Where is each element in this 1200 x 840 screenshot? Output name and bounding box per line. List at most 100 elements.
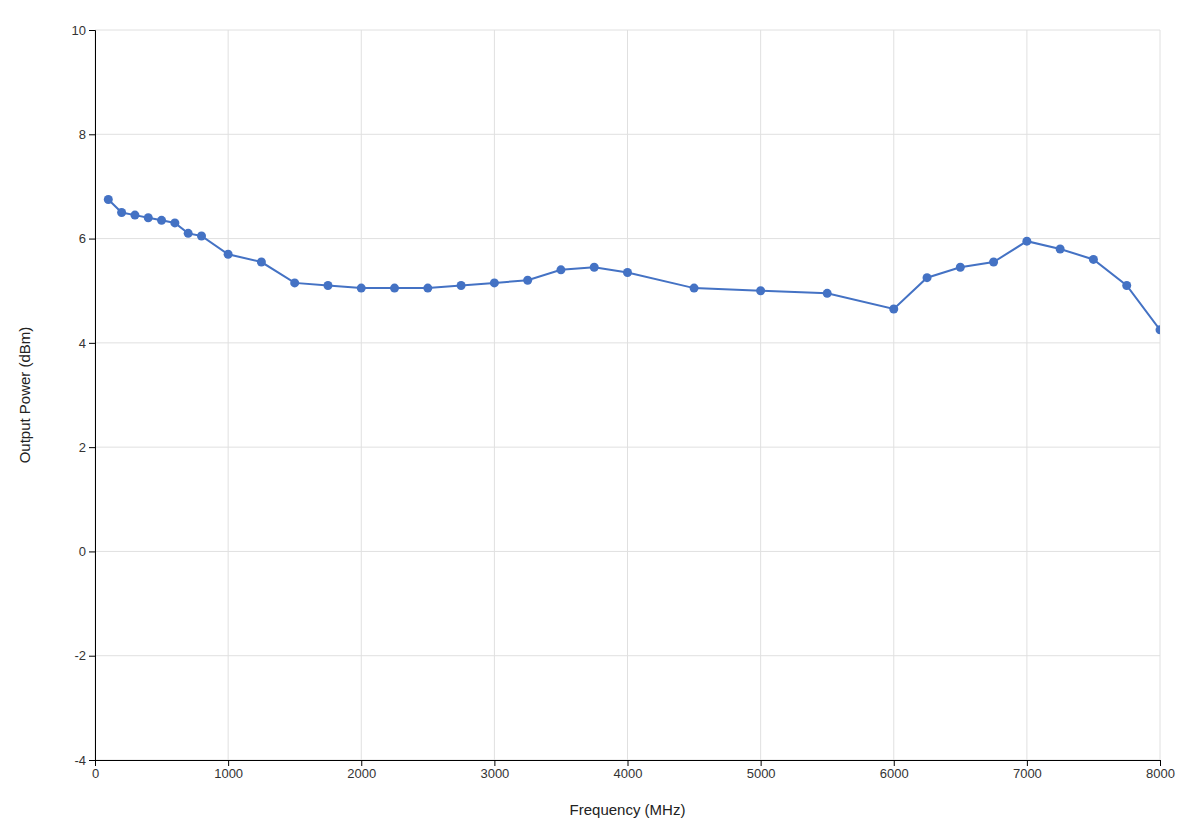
marker <box>889 304 898 313</box>
tick: 2 <box>79 440 95 455</box>
tick-mark <box>628 760 629 766</box>
grid-line <box>228 30 229 760</box>
tick-label: 4 <box>79 336 86 351</box>
tick: 0 <box>79 544 95 559</box>
marker <box>157 216 166 225</box>
tick-mark <box>494 760 495 766</box>
chart: 0 1000 2000 3000 4000 5000 6000 7000 8000 -4 -2 0 2 4… <box>0 0 1200 840</box>
marker <box>423 284 432 293</box>
tick-label: 6000 <box>880 766 909 781</box>
tick: -2 <box>74 648 95 663</box>
marker <box>257 258 266 267</box>
y-axis-title: Output Power (dBm) <box>16 327 33 464</box>
tick-label: 4000 <box>614 766 643 781</box>
marker <box>690 284 699 293</box>
grid-line <box>760 30 761 760</box>
marker <box>224 250 233 259</box>
tick: -4 <box>74 753 95 768</box>
tick-label: 8 <box>79 127 86 142</box>
tick: 4 <box>79 336 95 351</box>
tick: 8 <box>79 127 95 142</box>
marker <box>523 276 532 285</box>
grid-line <box>494 30 495 760</box>
tick-label: 3000 <box>480 766 509 781</box>
grid-line <box>95 655 1160 656</box>
tick: 0 <box>92 760 99 781</box>
marker <box>390 284 399 293</box>
tick-mark <box>89 134 95 135</box>
marker <box>490 278 499 287</box>
tick: 6 <box>79 231 95 246</box>
tick-label: 7000 <box>1013 766 1042 781</box>
grid-line <box>95 238 1160 239</box>
marker <box>323 281 332 290</box>
tick: 6000 <box>880 760 909 781</box>
tick-mark <box>89 447 95 448</box>
marker <box>756 286 765 295</box>
marker <box>130 211 139 220</box>
tick-mark <box>1160 760 1161 766</box>
marker <box>117 208 126 217</box>
marker <box>623 268 632 277</box>
grid-line <box>627 30 628 760</box>
marker <box>184 229 193 238</box>
marker <box>357 284 366 293</box>
tick-mark <box>89 656 95 657</box>
tick-mark <box>89 30 95 31</box>
tick: 5000 <box>747 760 776 781</box>
tick-mark <box>761 760 762 766</box>
marker <box>923 273 932 282</box>
grid <box>95 30 1160 760</box>
grid-line <box>361 30 362 760</box>
marker <box>1089 255 1098 264</box>
grid-line <box>95 447 1160 448</box>
line <box>108 199 1160 329</box>
tick-label: -2 <box>74 648 86 663</box>
tick-mark <box>361 760 362 766</box>
marker <box>457 281 466 290</box>
marker <box>104 195 113 204</box>
tick: 1000 <box>214 760 243 781</box>
x-axis: 0 1000 2000 3000 4000 5000 6000 7000 8000 <box>92 760 1175 781</box>
marker <box>956 263 965 272</box>
tick-mark <box>89 239 95 240</box>
x-axis-title: Frequency (MHz) <box>570 801 686 818</box>
tick: 7000 <box>1013 760 1042 781</box>
tick: 8000 <box>1146 760 1175 781</box>
tick-label: 8000 <box>1146 766 1175 781</box>
tick-mark <box>228 760 229 766</box>
tick-label: 1000 <box>214 766 243 781</box>
tick-label: 0 <box>92 766 99 781</box>
marker <box>170 218 179 227</box>
y-axis: -4 -2 0 2 4 6 8 10 <box>72 23 96 768</box>
marker <box>1056 245 1065 254</box>
grid-line <box>1026 30 1027 760</box>
tick-label: 2000 <box>347 766 376 781</box>
grid-line <box>893 30 894 760</box>
tick-mark <box>894 760 895 766</box>
tick-mark <box>1027 760 1028 766</box>
tick-mark <box>89 760 95 761</box>
tick: 10 <box>72 23 95 38</box>
marker <box>590 263 599 272</box>
tick-label: -4 <box>74 753 86 768</box>
tick-mark <box>89 551 95 552</box>
marker <box>823 289 832 298</box>
grid-line <box>95 551 1160 552</box>
tick: 3000 <box>480 760 509 781</box>
tick-label: 2 <box>79 440 86 455</box>
marker <box>197 231 206 240</box>
tick-mark <box>89 343 95 344</box>
marker <box>144 213 153 222</box>
axis-line <box>89 31 96 761</box>
marker <box>556 265 565 274</box>
grid-line <box>1160 30 1161 760</box>
marker <box>989 258 998 267</box>
plot-area <box>104 195 1160 334</box>
marker <box>1022 237 1031 246</box>
tick-label: 5000 <box>747 766 776 781</box>
tick-label: 10 <box>72 23 86 38</box>
grid-line <box>95 342 1160 343</box>
markers <box>104 195 1160 334</box>
tick-label: 0 <box>79 544 86 559</box>
